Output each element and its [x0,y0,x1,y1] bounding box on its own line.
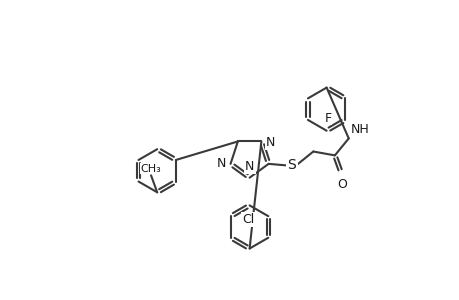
Text: S: S [287,158,296,172]
Text: F: F [324,112,331,124]
Text: N: N [265,136,275,149]
Text: CH₃: CH₃ [140,164,161,174]
Text: N: N [244,160,254,173]
Text: Cl: Cl [241,213,254,226]
Text: O: O [337,178,347,191]
Text: N: N [216,157,225,169]
Text: NH: NH [350,123,369,136]
